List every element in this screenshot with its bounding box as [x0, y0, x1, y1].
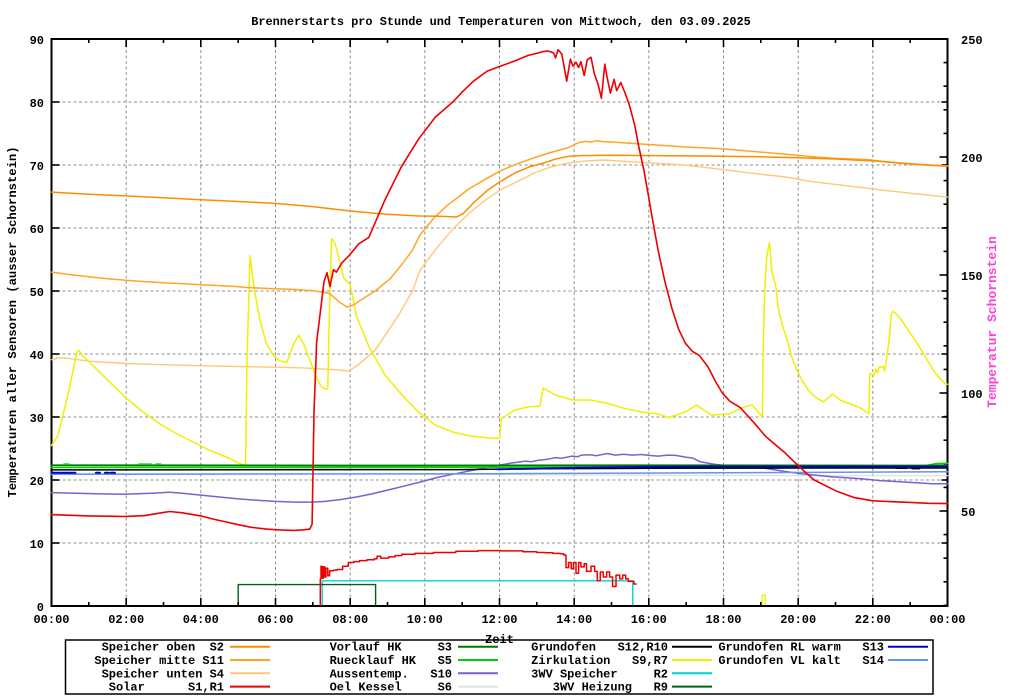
svg-text:250: 250: [961, 34, 983, 48]
svg-text:150: 150: [961, 270, 983, 284]
svg-text:Speicher oben S2: Speicher oben S2: [102, 641, 224, 655]
svg-text:3WV Speicher R2: 3WV Speicher R2: [531, 667, 668, 681]
svg-text:12:00: 12:00: [481, 613, 517, 627]
svg-text:00:00: 00:00: [929, 613, 965, 627]
svg-text:Speicher unten S4: Speicher unten S4: [102, 667, 224, 681]
svg-text:80: 80: [30, 97, 44, 111]
svg-text:90: 90: [30, 34, 44, 48]
svg-text:Ruecklauf HK S5: Ruecklauf HK S5: [330, 654, 452, 668]
svg-text:10: 10: [30, 538, 44, 552]
svg-text:18:00: 18:00: [705, 613, 741, 627]
svg-text:40: 40: [30, 349, 44, 363]
svg-text:Solar S1,R1: Solar S1,R1: [109, 681, 224, 695]
svg-text:Temperatur Schornstein: Temperatur Schornstein: [985, 236, 1000, 408]
svg-text:06:00: 06:00: [257, 613, 293, 627]
svg-text:16:00: 16:00: [631, 613, 667, 627]
svg-text:100: 100: [961, 388, 983, 402]
svg-text:Grundofen RL warm S13: Grundofen RL warm S13: [718, 641, 884, 655]
svg-text:Zirkulation S9,R7: Zirkulation S9,R7: [531, 654, 668, 668]
svg-text:20: 20: [30, 475, 44, 489]
svg-text:08:00: 08:00: [332, 613, 368, 627]
svg-text:00:00: 00:00: [33, 613, 69, 627]
svg-text:70: 70: [30, 160, 44, 174]
svg-text:Brennerstarts pro Stunde und T: Brennerstarts pro Stunde und Temperature…: [251, 15, 751, 29]
svg-text:60: 60: [30, 223, 44, 237]
svg-text:200: 200: [961, 152, 983, 166]
svg-text:02:00: 02:00: [108, 613, 144, 627]
svg-text:Aussentemp. S10: Aussentemp. S10: [330, 667, 452, 681]
svg-text:50: 50: [30, 286, 44, 300]
svg-text:Vorlauf HK S3: Vorlauf HK S3: [330, 641, 452, 655]
svg-text:20:00: 20:00: [780, 613, 816, 627]
svg-text:14:00: 14:00: [556, 613, 592, 627]
svg-text:Oel Kessel S6: Oel Kessel S6: [330, 681, 452, 695]
svg-text:22:00: 22:00: [855, 613, 891, 627]
svg-text:3WV Heizung R9: 3WV Heizung R9: [553, 681, 668, 695]
svg-text:04:00: 04:00: [183, 613, 219, 627]
svg-text:30: 30: [30, 412, 44, 426]
svg-text:Grundofen VL kalt S14: Grundofen VL kalt S14: [718, 654, 884, 668]
svg-text:50: 50: [961, 506, 975, 520]
svg-text:Speicher mitte S11: Speicher mitte S11: [94, 654, 224, 668]
svg-text:0: 0: [37, 601, 44, 615]
svg-text:Grundofen S12,R10: Grundofen S12,R10: [531, 641, 668, 655]
svg-text:10:00: 10:00: [407, 613, 443, 627]
svg-text:Temperaturen aller Sensoren (a: Temperaturen aller Sensoren (ausser Scho…: [6, 146, 20, 497]
